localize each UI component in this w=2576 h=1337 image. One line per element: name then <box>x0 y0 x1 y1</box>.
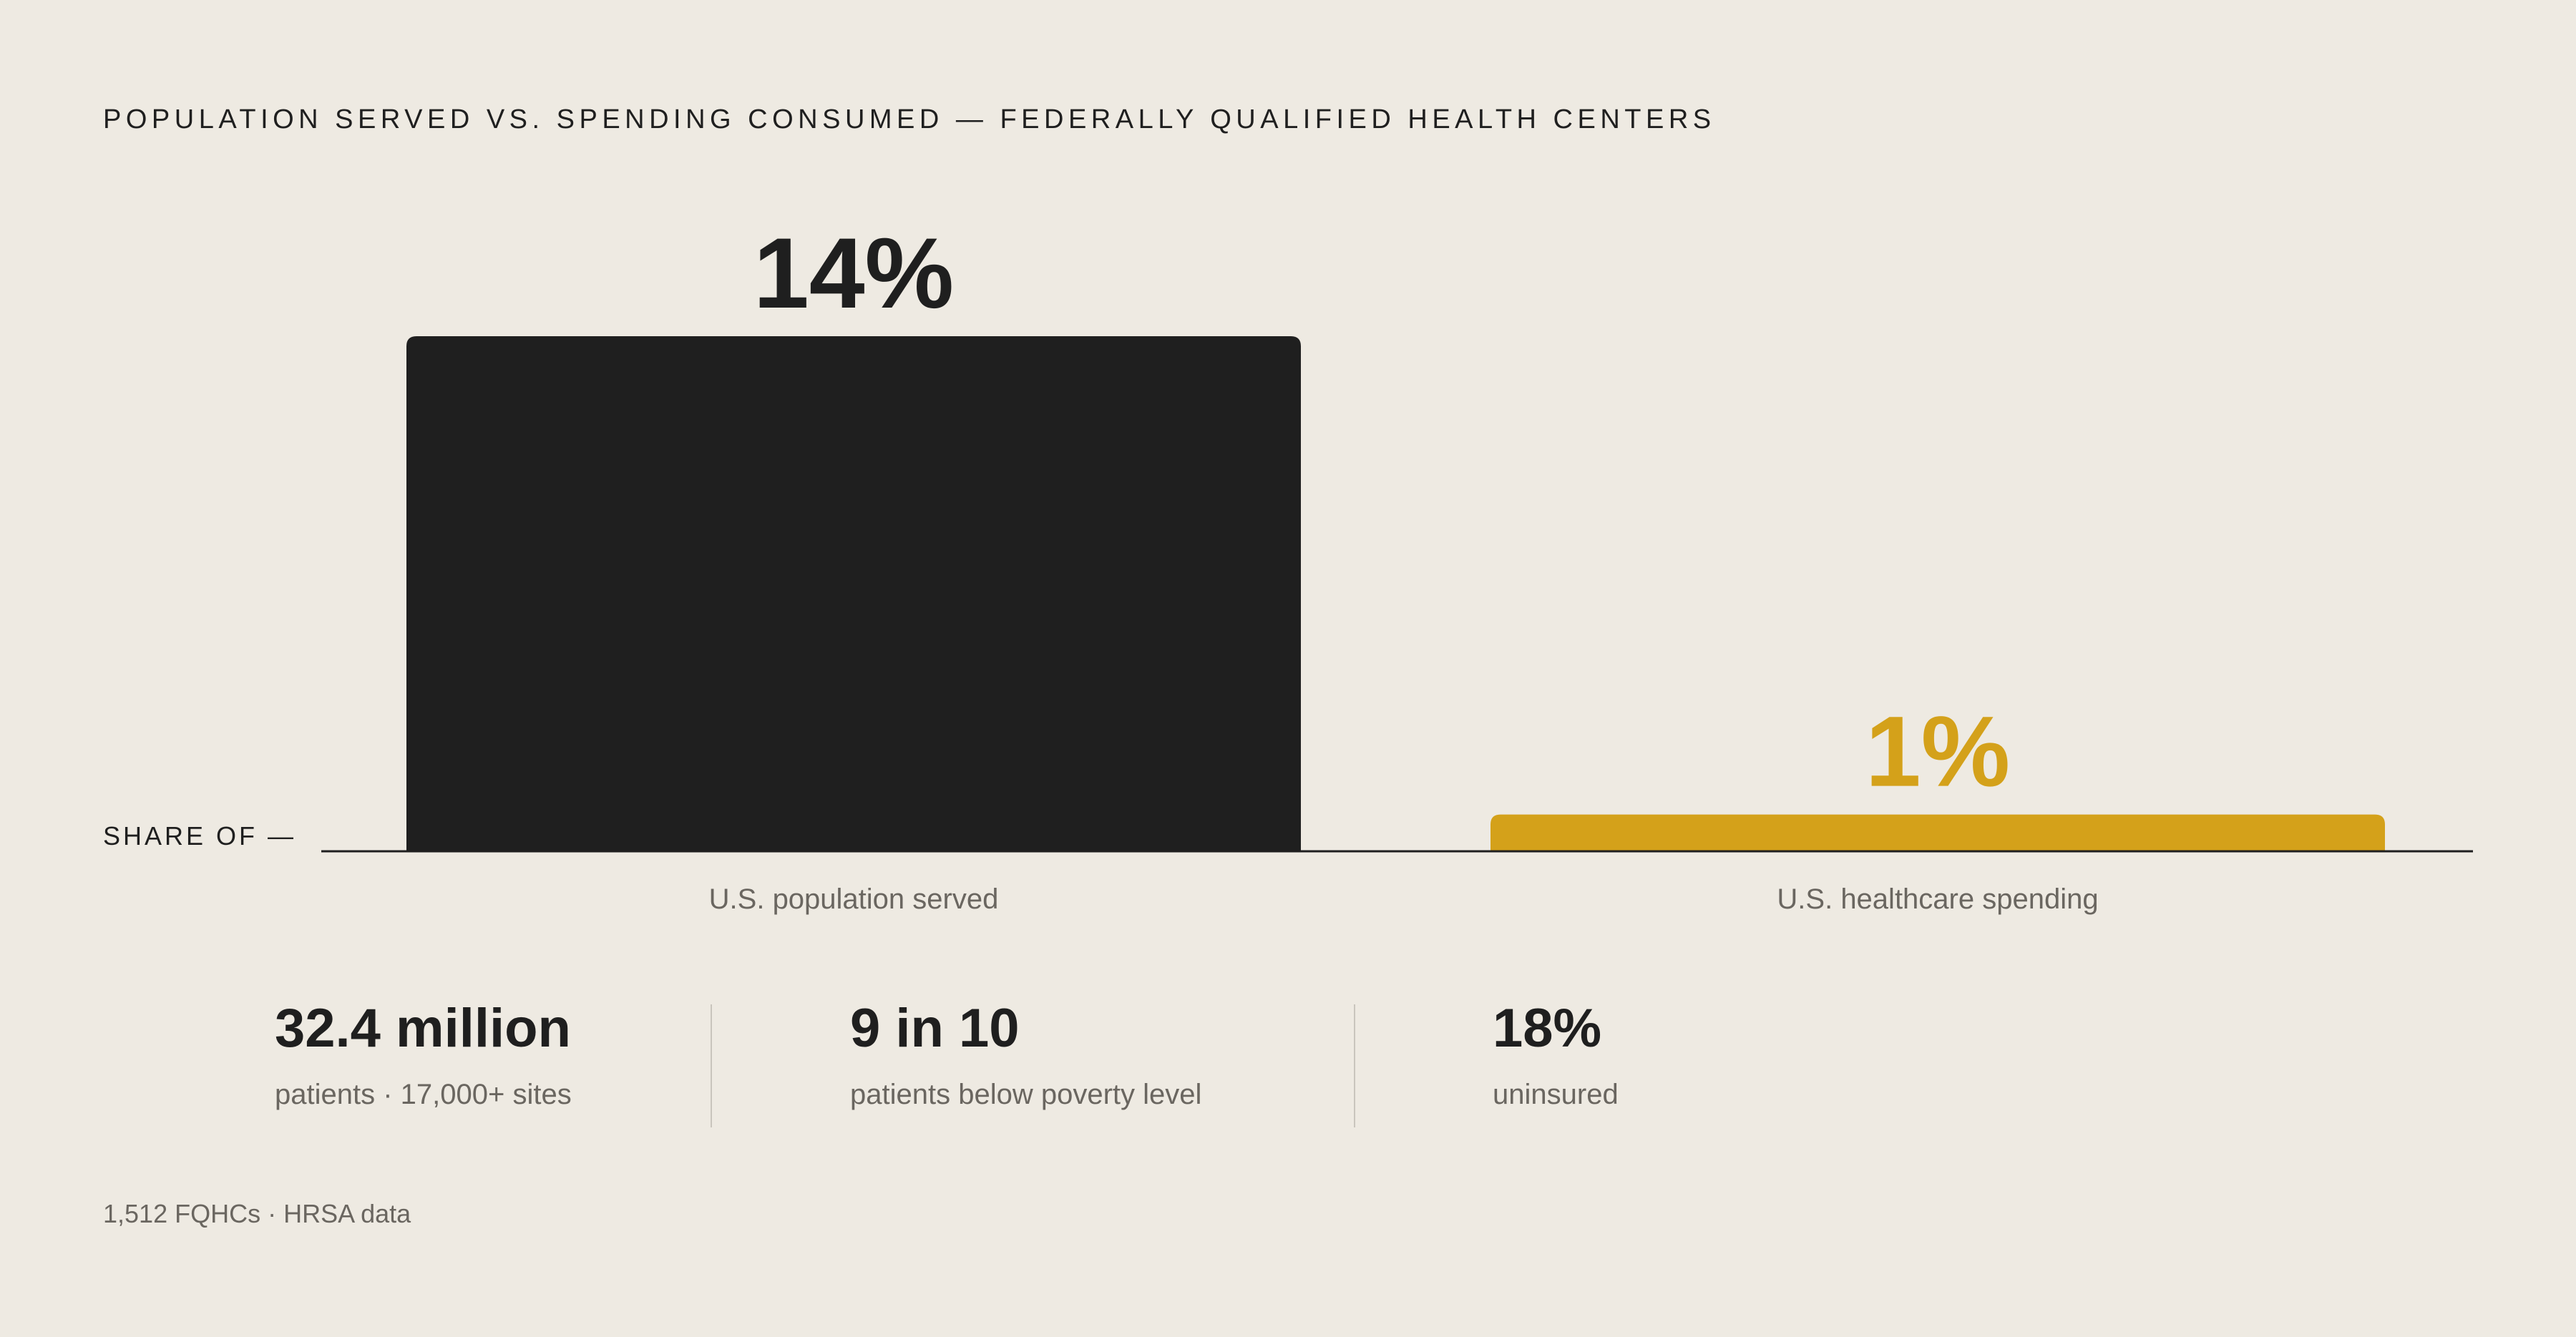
category-label: U.S. population served <box>709 883 999 915</box>
bar-healthcare-spending <box>1491 814 2385 851</box>
bar-value-label: 14% <box>753 217 954 329</box>
stat-value: 18% <box>1493 998 1602 1059</box>
stat-divider <box>1354 1004 1355 1127</box>
footnote: 1,512 FQHCs · HRSA data <box>103 1199 411 1228</box>
stat-label: patients · 17,000+ sites <box>275 1079 572 1110</box>
stat-label: patients below poverty level <box>850 1079 1202 1110</box>
bar-chart: 14% U.S. population served 1% U.S. healthca… <box>321 217 2473 915</box>
axis-share-label: SHARE OF — <box>103 821 297 851</box>
stat-poverty: 9 in 10 patients below poverty level <box>850 1001 1201 1111</box>
stat-label: uninsured <box>1493 1079 1619 1110</box>
stat-value: 32.4 million <box>275 998 571 1059</box>
stat-patients: 32.4 million patients · 17,000+ sites <box>275 1001 572 1111</box>
stat-value: 9 in 10 <box>850 998 1020 1059</box>
bar-value-label: 1% <box>1865 695 2010 808</box>
stat-uninsured: 18% uninsured <box>1493 1001 1619 1111</box>
bar-population-served <box>406 336 1301 851</box>
stat-divider <box>711 1004 712 1127</box>
category-label: U.S. healthcare spending <box>1777 883 2098 915</box>
chart-title: POPULATION SERVED VS. SPENDING CONSUMED … <box>103 104 1716 134</box>
